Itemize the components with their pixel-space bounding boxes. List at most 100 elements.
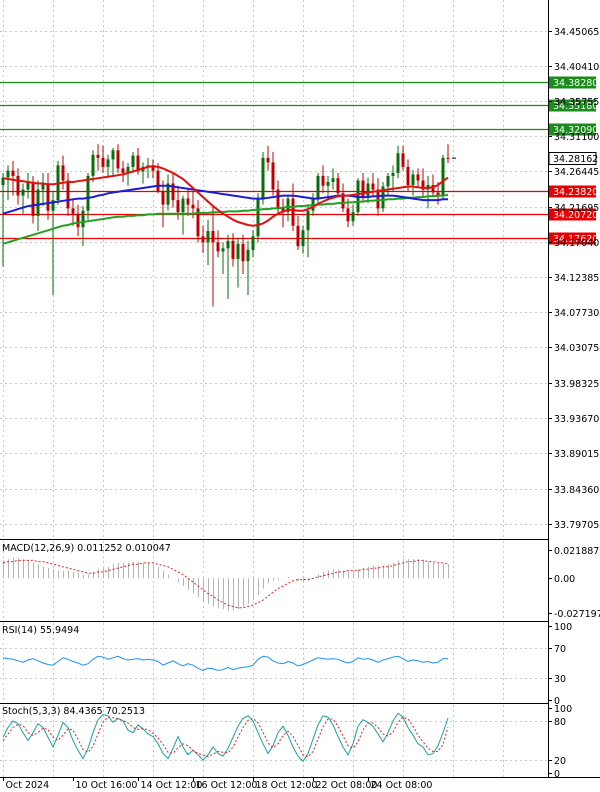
- level-label: 34.38280: [553, 78, 598, 89]
- candle-body: [16, 175, 20, 196]
- candle-body: [401, 153, 405, 167]
- candle-body: [111, 150, 115, 160]
- candle-body: [256, 198, 260, 237]
- candle-body: [211, 231, 215, 243]
- level-label-box: [549, 76, 596, 89]
- candle-body: [121, 168, 125, 173]
- rsi-title: RSI(14) 55.9494: [2, 625, 79, 636]
- candle-body: [296, 225, 300, 247]
- candle-body: [1, 177, 5, 186]
- candle-body: [291, 198, 295, 226]
- price-tick-label: 34.35755: [554, 97, 599, 108]
- candle-body: [411, 174, 415, 186]
- candle-body: [171, 183, 175, 201]
- candle-body: [136, 155, 140, 172]
- candle-body: [206, 231, 210, 243]
- candle-body: [266, 157, 270, 163]
- candle-body: [316, 175, 320, 199]
- candle-body: [416, 174, 420, 181]
- candle-body: [336, 178, 340, 194]
- price-tick-label: 33.93670: [554, 414, 599, 425]
- candle-body: [366, 183, 370, 198]
- candle-body: [241, 243, 245, 262]
- candle-body: [276, 189, 280, 209]
- macd-tick-label: 0.021887: [554, 546, 599, 557]
- price-tick-label: 34.31100: [554, 132, 599, 143]
- ma-red-line: [2, 165, 449, 227]
- candle-body: [161, 191, 165, 205]
- level-label-box: [549, 185, 596, 198]
- candle-body: [191, 204, 195, 209]
- macd-tick-label: 0.00: [554, 574, 575, 585]
- level-label: 34.32090: [553, 125, 598, 136]
- candle-body: [21, 189, 25, 196]
- candle-body: [46, 183, 50, 211]
- stoch-axis: 100 80 20 0: [548, 704, 572, 780]
- price-tick-label: 33.89015: [554, 449, 599, 460]
- price-tick-label: 33.79705: [554, 520, 599, 531]
- price-tick-label: 33.84360: [554, 485, 599, 496]
- stoch-tick-label: 100: [554, 704, 572, 715]
- candle-body: [326, 181, 330, 186]
- rsi-line: [2, 655, 448, 671]
- candle-body: [386, 175, 390, 187]
- candle-body: [421, 180, 425, 190]
- candle-body: [446, 157, 450, 159]
- candle-body: [306, 210, 310, 231]
- level-label-box: [549, 232, 596, 245]
- candle-body: [36, 189, 40, 216]
- candle-body: [406, 166, 410, 186]
- macd-series: [2, 557, 449, 611]
- candle-body: [236, 243, 240, 259]
- time-tick-label: 10 Oct 16:00: [76, 780, 138, 788]
- candle-body: [441, 157, 445, 196]
- level-label: 34.20720: [553, 210, 598, 221]
- candle-body: [66, 180, 70, 209]
- price-tick-label: 34.40410: [554, 62, 599, 73]
- rsi-tick-label: 70: [554, 644, 566, 655]
- candle-body: [351, 212, 355, 222]
- price-tick-label: 34.17040: [554, 238, 599, 249]
- level-label-box: [549, 208, 596, 221]
- stoch-k-line: [2, 712, 449, 763]
- candle-body: [331, 178, 335, 182]
- candle-body: [151, 165, 155, 171]
- candle-body: [286, 198, 290, 213]
- candle-body: [31, 181, 35, 216]
- candle-body: [26, 181, 30, 190]
- macd-signal-line: [2, 559, 449, 609]
- candle-body: [216, 242, 220, 252]
- candle-body: [96, 154, 100, 158]
- level-label-box: [549, 99, 596, 112]
- rsi-tick-label: 0: [554, 696, 560, 707]
- time-tick-label: Oct 2024: [6, 780, 50, 788]
- time-tick-label: 24 Oct 08:00: [371, 780, 433, 788]
- candle-body: [231, 240, 235, 259]
- macd-tick-label: -0.027197: [554, 609, 600, 620]
- level-label: 34.17620: [553, 234, 598, 245]
- candle-body: [86, 175, 90, 211]
- candle-body: [301, 230, 305, 247]
- price-tick-label: 34.26445: [554, 167, 599, 178]
- macd-title: MACD(12,26,9) 0.011252 0.010047: [2, 543, 171, 554]
- candle-body: [41, 183, 45, 190]
- candle-body: [91, 154, 95, 176]
- candle-body: [376, 189, 380, 209]
- candle-body: [341, 193, 345, 209]
- candle-body: [71, 208, 75, 214]
- candle-body: [156, 170, 160, 192]
- candle-body: [126, 166, 130, 173]
- stoch-tick-label: 20: [554, 756, 566, 767]
- candle-body: [261, 157, 265, 199]
- candle-body: [101, 157, 105, 167]
- candle-body: [251, 236, 255, 250]
- current-price-label: 34.28162: [553, 154, 598, 165]
- candle-body: [246, 249, 250, 262]
- candle-body: [281, 208, 285, 213]
- support-resistance-levels: 34.38280 34.35180 34.32090 34.23820 34.20720…: [0, 76, 598, 245]
- stoch-tick-label: 0: [554, 769, 560, 780]
- candle-body: [221, 248, 225, 252]
- rsi-axis: 100 70 30 0: [548, 622, 572, 707]
- level-label: 34.35180: [553, 101, 598, 112]
